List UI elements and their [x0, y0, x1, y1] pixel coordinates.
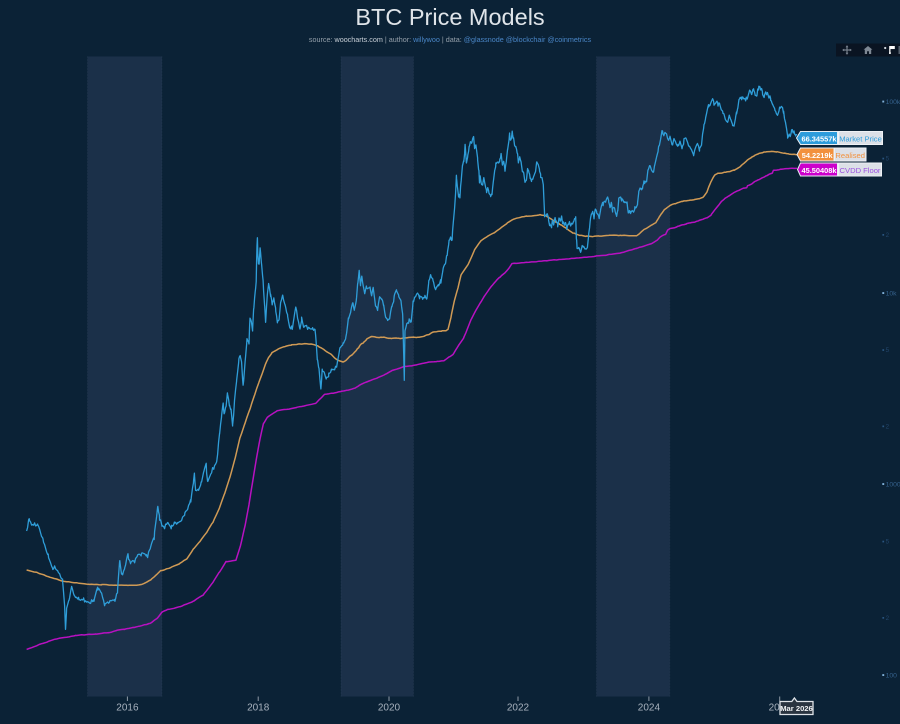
- svg-text:2: 2: [886, 424, 890, 431]
- svg-text:2: 2: [886, 615, 890, 622]
- svg-text:2018: 2018: [247, 703, 270, 714]
- svg-text:5: 5: [886, 347, 890, 354]
- svg-text:2: 2: [886, 232, 890, 239]
- svg-text:2024: 2024: [638, 703, 661, 714]
- svg-text:Realised: Realised: [835, 151, 865, 160]
- svg-text:2022: 2022: [507, 703, 530, 714]
- svg-text:5: 5: [886, 539, 890, 546]
- svg-text:10k: 10k: [886, 290, 898, 297]
- svg-text:100: 100: [886, 672, 898, 679]
- svg-text:CVDD Floor: CVDD Floor: [840, 166, 881, 175]
- svg-text:54.2219k: 54.2219k: [802, 151, 834, 160]
- svg-text:5: 5: [886, 156, 890, 163]
- svg-text:Mar 2026: Mar 2026: [780, 704, 813, 713]
- svg-text:100k: 100k: [886, 99, 900, 106]
- svg-text:2016: 2016: [116, 703, 139, 714]
- svg-text:66.34557k: 66.34557k: [802, 134, 838, 143]
- svg-text:1000: 1000: [886, 481, 900, 488]
- svg-text:45.50408k: 45.50408k: [802, 166, 838, 175]
- svg-text:Market Price: Market Price: [839, 134, 882, 143]
- svg-text:2020: 2020: [378, 703, 401, 714]
